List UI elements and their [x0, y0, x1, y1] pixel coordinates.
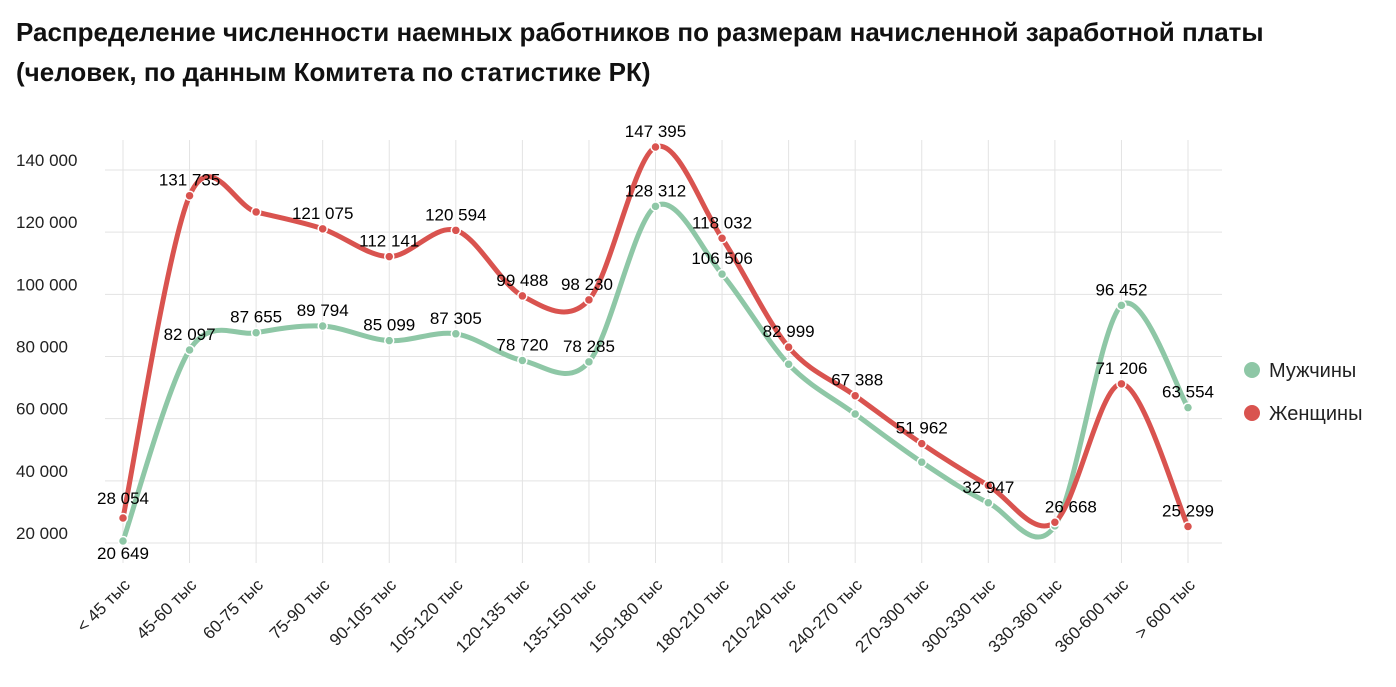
data-point — [117, 535, 129, 547]
data-point — [916, 456, 927, 468]
x-tick-label: 75-90 тыс — [266, 575, 334, 643]
data-label: 87 655 — [230, 308, 282, 327]
data-point — [583, 294, 595, 306]
data-label: 99 488 — [496, 271, 548, 290]
data-point — [384, 335, 395, 346]
legend-label: Мужчины — [1269, 360, 1356, 382]
data-label: 20 649 — [97, 544, 149, 563]
y-tick-label: 80 000 — [16, 338, 68, 357]
data-point — [384, 251, 395, 262]
legend-marker — [1244, 362, 1260, 378]
data-label: 82 097 — [164, 325, 216, 344]
data-point — [1182, 402, 1194, 413]
x-tick-label: 45-60 тыс — [133, 575, 201, 643]
data-point — [650, 141, 661, 153]
grid-lines — [105, 140, 1222, 563]
data-point — [317, 223, 328, 235]
data-point — [250, 327, 262, 338]
data-point — [983, 497, 994, 509]
y-tick-label: 20 000 — [16, 524, 68, 543]
data-point — [716, 233, 728, 244]
data-label: 128 312 — [625, 181, 686, 200]
y-tick-label: 140 000 — [16, 151, 77, 170]
data-point — [849, 408, 861, 420]
y-tick-label: 100 000 — [16, 275, 77, 294]
data-label: 85 099 — [363, 316, 415, 335]
y-tick-label: 120 000 — [16, 213, 77, 232]
data-point — [317, 320, 328, 332]
data-point — [583, 356, 595, 368]
data-label: 28 054 — [97, 489, 149, 508]
legend: Мужчины Женщины — [1244, 360, 1362, 425]
data-labels: 20 649 82 097 87 655 89 794 85 099 87 305 78 7… — [97, 122, 1214, 563]
data-point — [916, 438, 927, 449]
legend-label: Женщины — [1269, 403, 1362, 425]
chart-title-line1: Распределение численности наемных работн… — [16, 17, 1264, 47]
y-tick-label: 60 000 — [16, 400, 68, 419]
data-label: 78 285 — [563, 337, 615, 356]
data-point — [783, 341, 794, 353]
data-label: 147 395 — [625, 122, 686, 141]
y-axis: 20 000 40 000 60 000 80 000 100 000 120 000 14… — [16, 151, 77, 543]
data-label: 112 141 — [359, 232, 419, 251]
data-point — [184, 344, 195, 356]
data-label: 89 794 — [297, 301, 349, 320]
data-label: 121 075 — [292, 204, 353, 223]
x-tick-label: 60-75 тыс — [199, 575, 267, 643]
chart-title: Распределение численности наемных работн… — [16, 12, 1386, 92]
legend-marker — [1244, 405, 1260, 421]
data-label: 71 206 — [1095, 359, 1147, 378]
data-point — [1182, 521, 1194, 532]
x-tick-label: > 600 тыс — [1131, 575, 1199, 643]
series-line — [120, 201, 1191, 544]
data-point — [783, 359, 794, 370]
y-tick-label: 40 000 — [16, 462, 68, 481]
data-label: 32 947 — [962, 478, 1014, 497]
data-point — [517, 355, 528, 366]
data-label: 118 032 — [692, 213, 752, 232]
series-points — [117, 141, 1194, 547]
data-label: 96 452 — [1095, 280, 1147, 299]
data-label: 78 720 — [496, 335, 548, 354]
data-label: 98 230 — [561, 275, 613, 294]
data-point — [1116, 378, 1127, 390]
data-label: 106 506 — [691, 249, 752, 268]
data-point — [650, 201, 661, 212]
data-label: 25 299 — [1162, 502, 1214, 521]
data-point — [517, 290, 528, 302]
data-point — [1049, 517, 1061, 528]
data-label: 63 554 — [1162, 383, 1214, 402]
data-point — [849, 390, 861, 401]
data-label: 131 735 — [159, 171, 220, 190]
data-point — [716, 268, 728, 280]
data-label: 87 305 — [430, 309, 482, 328]
data-point — [983, 480, 994, 491]
data-label: 120 594 — [425, 205, 486, 224]
data-label: 26 668 — [1045, 497, 1097, 516]
data-point — [450, 225, 462, 236]
data-label: 67 388 — [831, 371, 883, 390]
data-point — [450, 328, 462, 340]
data-point — [117, 512, 129, 524]
data-point — [184, 190, 195, 201]
chart-title-line2: (человек, по данным Комитета по статисти… — [16, 57, 651, 87]
x-tick-label: < 45 тыс — [73, 575, 134, 636]
data-label: 82 999 — [763, 322, 815, 341]
data-point — [1116, 300, 1127, 311]
data-point — [250, 206, 262, 218]
data-label: 51 962 — [896, 419, 948, 438]
